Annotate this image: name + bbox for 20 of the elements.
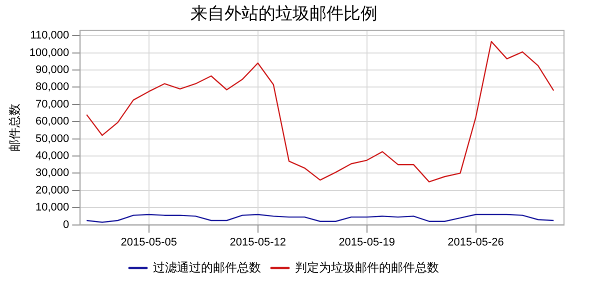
y-tick-label: 20,000 (36, 184, 70, 196)
y-tick-label: 10,000 (36, 202, 70, 214)
legend-label: 过滤通过的邮件总数 (153, 260, 261, 274)
legend-label: 判定为垃圾邮件的邮件总数 (295, 260, 439, 274)
y-tick-label: 60,000 (36, 116, 70, 128)
y-tick-label: 100,000 (29, 46, 70, 59)
x-tick-label: 2015-05-26 (448, 236, 504, 248)
y-tick-label: 70,000 (36, 98, 70, 110)
y-tick-label: 0 (63, 218, 70, 231)
chart-title: 来自外站的垃圾邮件比例 (190, 4, 378, 23)
x-tick-label: 2015-05-05 (120, 236, 178, 248)
y-tick-label: 90,000 (36, 64, 70, 76)
x-tick-label: 2015-05-19 (338, 236, 395, 248)
y-tick-label: 50,000 (36, 132, 70, 145)
y-tick-label: 30,000 (36, 167, 70, 180)
y-tick-label: 110,000 (30, 30, 70, 42)
x-tick-label: 2015-05-12 (230, 236, 286, 248)
y-tick-label: 40,000 (36, 150, 70, 162)
y-tick-label: 80,000 (36, 81, 70, 94)
y-axis-title: 邮件总数 (8, 104, 22, 152)
